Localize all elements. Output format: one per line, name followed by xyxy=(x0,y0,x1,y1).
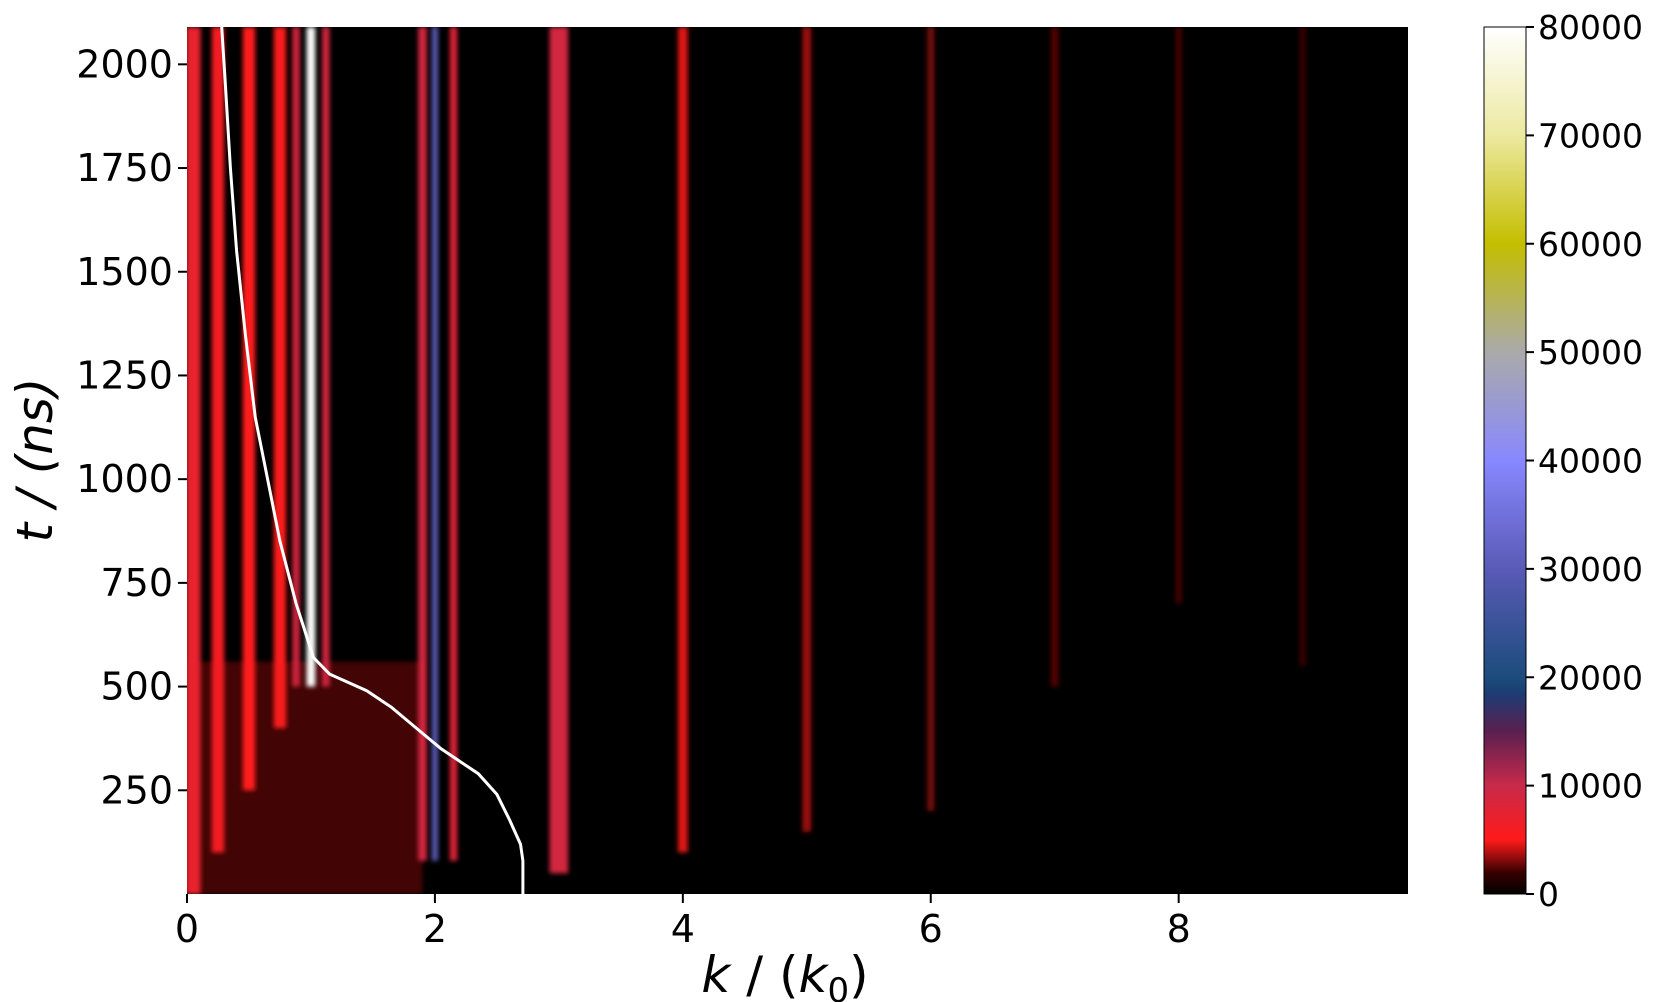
band-5 xyxy=(306,27,316,687)
x-label-k0: k xyxy=(798,946,829,1002)
band-14 xyxy=(1050,27,1059,687)
colorbar: 0 10000 20000 30000 40000 50000 60000 70000 8000… xyxy=(1483,8,1643,914)
band-4 xyxy=(292,27,300,687)
colorbar-tick-label: 10000 xyxy=(1538,767,1643,806)
x-axis-ticks: 0 2 4 6 8 xyxy=(175,894,1191,951)
colorbar-scale xyxy=(1483,26,1527,895)
colorbar-tick-label: 80000 xyxy=(1538,8,1643,47)
band-6 xyxy=(322,27,330,687)
y-tick-label: 750 xyxy=(100,561,173,605)
colorbar-tick-label: 70000 xyxy=(1538,116,1643,155)
x-label-k: k xyxy=(701,946,732,1002)
data-line xyxy=(220,27,525,894)
band-12 xyxy=(802,27,812,832)
colorbar-tick-label: 0 xyxy=(1538,875,1559,914)
band-15 xyxy=(1175,27,1182,604)
colorbar-tick-label: 40000 xyxy=(1538,442,1643,481)
x-tick-label: 8 xyxy=(1167,907,1191,951)
colorbar-tick-label: 30000 xyxy=(1538,550,1643,589)
x-axis-label: k / (k0) xyxy=(701,946,868,1002)
x-tick-label: 0 xyxy=(175,907,199,951)
colorbar-ticks: 0 10000 20000 30000 40000 50000 60000 70000 8000… xyxy=(1526,8,1643,914)
colorbar-tick-label: 20000 xyxy=(1538,658,1643,697)
band-9 xyxy=(449,27,458,861)
band-16 xyxy=(1299,27,1306,666)
band-11 xyxy=(677,27,688,853)
band-10 xyxy=(549,27,569,874)
y-tick-label: 1250 xyxy=(76,353,173,397)
x-label-k0-sub: 0 xyxy=(827,971,849,1002)
band-13 xyxy=(927,27,935,812)
band-7 xyxy=(418,27,427,861)
y-axis-label: t / (ns) xyxy=(6,378,64,543)
colorbar-tick-label: 60000 xyxy=(1538,225,1643,264)
y-axis-ticks: 250 500 750 1000 1250 1500 1750 2000 xyxy=(76,42,187,812)
y-tick-label: 500 xyxy=(100,665,173,709)
x-tick-label: 2 xyxy=(423,907,447,951)
y-tick-label: 250 xyxy=(100,768,173,812)
band-1 xyxy=(211,27,225,853)
colorbar-tick-label: 50000 xyxy=(1538,333,1643,372)
band-0 xyxy=(187,27,201,894)
band-8 xyxy=(431,27,439,861)
x-tick-label: 4 xyxy=(671,907,695,951)
y-tick-label: 1750 xyxy=(76,146,173,190)
x-label-close: ) xyxy=(849,946,869,1002)
y-tick-label: 1000 xyxy=(76,457,173,501)
band-3 xyxy=(273,27,287,729)
band-2 xyxy=(242,27,256,791)
y-tick-label: 1500 xyxy=(76,250,173,294)
plot-area xyxy=(187,27,1408,894)
x-tick-label: 6 xyxy=(919,907,943,951)
y-tick-label: 2000 xyxy=(76,42,173,86)
x-label-sep: / ( xyxy=(730,946,798,1002)
